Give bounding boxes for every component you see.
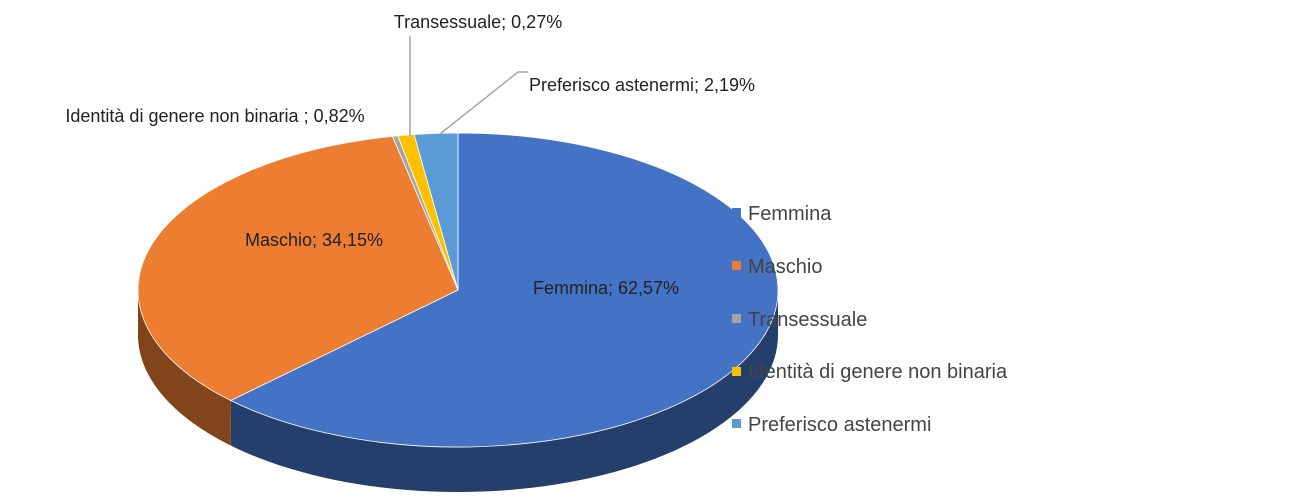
legend-label: Maschio xyxy=(748,255,823,278)
legend-swatch xyxy=(732,313,741,323)
legend-item: Transessuale xyxy=(732,309,867,332)
legend-swatch xyxy=(732,366,741,376)
legend-label: Femmina xyxy=(748,203,832,225)
legend-label: Transessuale xyxy=(748,308,868,331)
slice xyxy=(137,135,459,401)
leader-line xyxy=(439,71,528,135)
slice xyxy=(229,132,779,448)
legend-item: Preferisco astenermi xyxy=(732,414,931,437)
legend-swatch xyxy=(732,208,741,218)
legend-label: Preferisco astenermi xyxy=(748,414,932,437)
data-label: Identità di genere non binaria ; 0,82% xyxy=(65,106,365,126)
data-label: Preferisco astenermi; 2,19% xyxy=(528,75,756,95)
legend-swatch xyxy=(732,419,741,429)
legend-swatch xyxy=(732,261,741,271)
data-label: Maschio; 34,15% xyxy=(244,230,384,250)
legend-item: Maschio xyxy=(732,256,822,279)
legend-item: Femmina xyxy=(732,203,831,226)
data-label: Femmina; 62,57% xyxy=(532,278,680,298)
slice-side xyxy=(138,290,231,446)
slice xyxy=(413,132,459,291)
data-label: Transessuale; 0,27% xyxy=(393,12,563,32)
legend-item: Identità di genere non binaria xyxy=(732,361,1007,384)
legend-label: Identità di genere non binaria xyxy=(748,361,1008,384)
slice-side xyxy=(230,290,779,492)
